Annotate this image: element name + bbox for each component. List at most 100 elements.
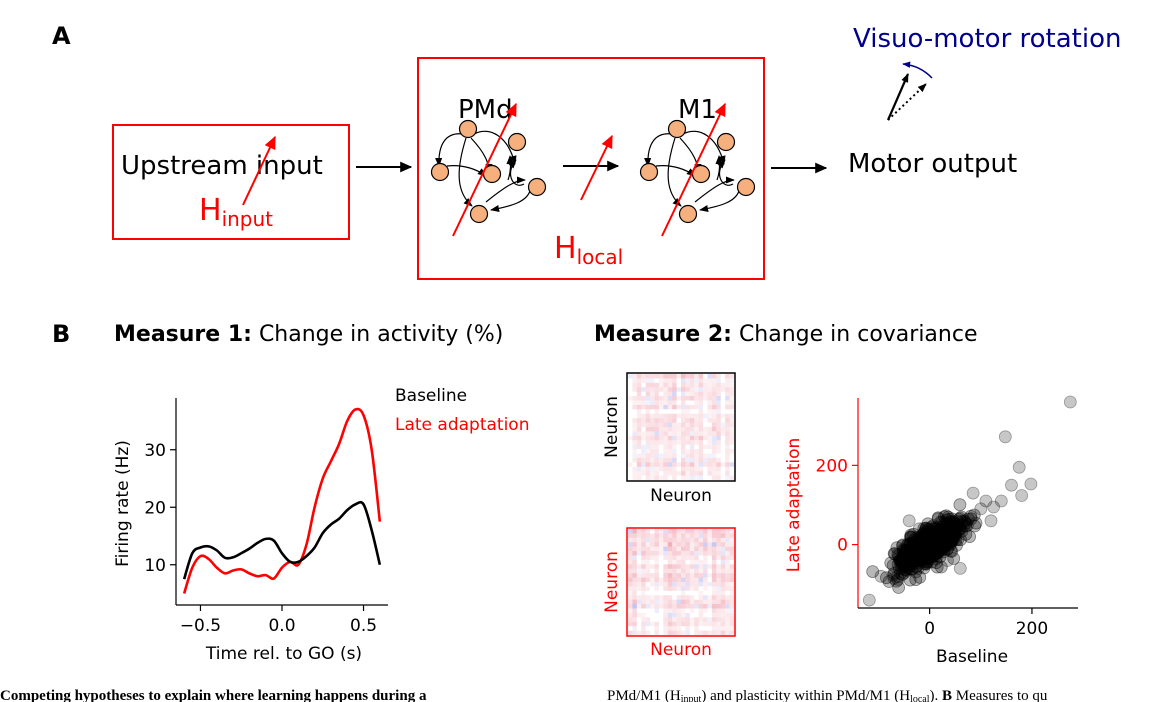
scatter-point xyxy=(928,523,942,536)
scatter-point xyxy=(899,544,913,558)
matrix-cell xyxy=(628,621,633,627)
scatter-point xyxy=(916,548,930,562)
late-adaptation-legend-entry: Late adaptation xyxy=(395,415,529,435)
matrix-cell xyxy=(711,551,717,556)
matrix-cell xyxy=(667,621,673,627)
matrix-cell xyxy=(645,382,651,388)
matrix-cell xyxy=(658,462,664,467)
scatter-point xyxy=(918,546,932,559)
matrix-cell xyxy=(685,568,690,574)
matrix-cell xyxy=(676,404,681,410)
matrix-cell xyxy=(628,586,633,591)
matrix-cell xyxy=(725,626,730,631)
matrix-cell xyxy=(707,378,712,383)
matrix-cell xyxy=(658,533,664,538)
matrix-cell xyxy=(725,612,730,618)
matrix-cell xyxy=(628,546,633,552)
matrix-cell xyxy=(658,546,664,552)
matrix-cell xyxy=(694,400,699,405)
scatter-point xyxy=(942,522,956,536)
matrix-cell xyxy=(703,533,708,538)
matrix-cell xyxy=(672,457,677,463)
matrix-cell xyxy=(636,382,642,388)
scatter-point xyxy=(919,551,933,565)
matrix-cell xyxy=(672,413,677,419)
matrix-cell xyxy=(667,466,673,472)
y-tick-label: 20 xyxy=(144,498,166,518)
scatter-point xyxy=(935,526,948,539)
matrix-cell xyxy=(689,440,695,445)
rotated-direction-arrow xyxy=(887,83,927,121)
matrix-cell xyxy=(694,435,699,441)
matrix-cell xyxy=(632,604,637,609)
matrix-cell xyxy=(685,630,690,635)
matrix-cell xyxy=(641,590,646,596)
matrix-cell xyxy=(716,608,721,613)
matrix-cell xyxy=(681,466,686,472)
scatter-point xyxy=(931,525,945,539)
upstream-input-box xyxy=(112,124,350,240)
matrix-cell xyxy=(654,435,659,441)
scatter-point xyxy=(926,545,939,558)
matrix-cell xyxy=(703,382,708,388)
matrix-cell xyxy=(658,595,664,600)
scatter-point xyxy=(906,546,920,559)
scatter-point xyxy=(921,537,934,550)
matrix-cell xyxy=(729,431,734,436)
matrix-cell xyxy=(716,630,721,635)
scatter-point xyxy=(918,554,931,568)
matrix-cell xyxy=(725,621,730,627)
matrix-cell xyxy=(676,586,681,591)
scatter-point xyxy=(924,543,937,557)
scatter-point xyxy=(946,530,960,544)
y-tick-label: 30 xyxy=(144,441,166,461)
scatter-point xyxy=(925,522,939,535)
matrix-cell xyxy=(632,537,637,543)
matrix-cell xyxy=(711,568,717,574)
scatter-point xyxy=(896,547,910,560)
scatter-point xyxy=(939,539,953,552)
scatter-point xyxy=(902,545,915,559)
scatter-point xyxy=(926,530,940,544)
matrix-cell xyxy=(716,378,721,383)
scatter-point xyxy=(946,523,960,537)
matrix-cell xyxy=(654,546,659,552)
matrix-cell xyxy=(650,382,655,388)
matrix-cell xyxy=(689,551,695,556)
matrix-cell xyxy=(698,462,704,467)
matrix-cell xyxy=(676,542,681,547)
scatter-point xyxy=(933,529,947,542)
scatter-point xyxy=(916,534,929,547)
matrix-cell xyxy=(729,626,734,631)
matrix-cell xyxy=(694,378,699,383)
matrix-cell xyxy=(681,418,686,423)
matrix-cell xyxy=(685,599,690,605)
scatter-point xyxy=(896,553,909,567)
matrix-cell xyxy=(676,621,681,627)
scatter-point xyxy=(959,527,973,541)
scatter-point xyxy=(942,531,955,545)
matrix-cell xyxy=(654,413,659,419)
matrix-cell xyxy=(663,612,668,618)
matrix-cell xyxy=(689,466,695,472)
matrix-cell xyxy=(729,422,734,427)
matrix-cell xyxy=(667,604,673,609)
scatter-point xyxy=(932,526,945,540)
matrix-cell xyxy=(676,529,681,534)
scatter-point xyxy=(895,568,909,581)
matrix-cell xyxy=(667,630,673,635)
scatter-point xyxy=(937,527,951,540)
scatter-point xyxy=(947,531,961,545)
scatter-point xyxy=(929,531,943,544)
scatter-point xyxy=(927,524,941,538)
matrix-cell xyxy=(698,612,704,618)
scatter-point xyxy=(910,554,923,567)
scatter-point xyxy=(929,541,942,555)
scatter-point xyxy=(914,540,928,554)
matrix-cell xyxy=(681,551,686,556)
matrix-cell xyxy=(711,427,717,432)
scatter-point xyxy=(898,558,912,572)
matrix-cell xyxy=(650,573,655,578)
matrix-cell xyxy=(707,542,712,547)
matrix-cell xyxy=(711,564,717,569)
